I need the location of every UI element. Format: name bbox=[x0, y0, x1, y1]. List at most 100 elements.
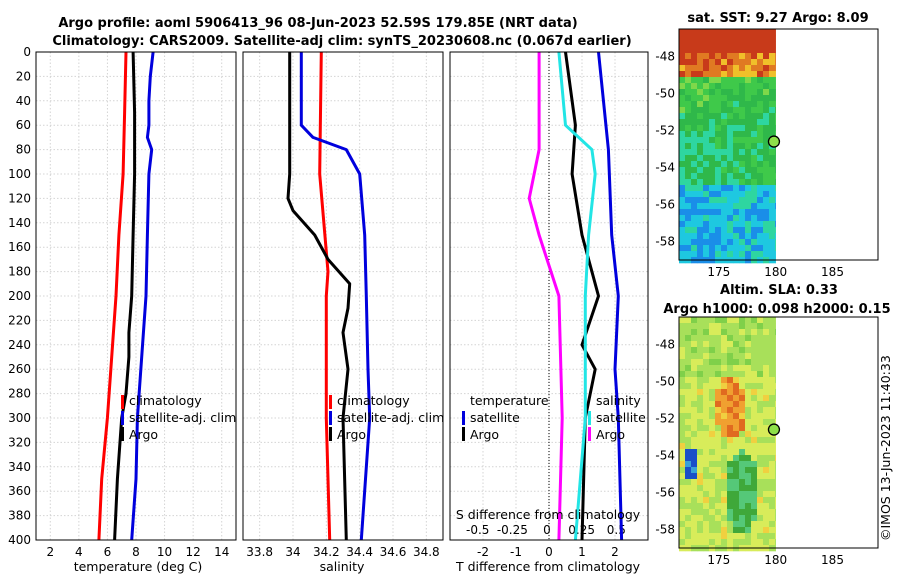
map-cell bbox=[703, 173, 710, 180]
map-cell bbox=[733, 413, 740, 420]
map-cell bbox=[703, 245, 710, 252]
map-cell bbox=[691, 35, 698, 42]
map-cell bbox=[739, 443, 746, 450]
map-cell bbox=[721, 191, 728, 198]
map-cell bbox=[691, 401, 698, 408]
map-cell bbox=[691, 197, 698, 204]
map-cell bbox=[763, 527, 770, 534]
map-cell bbox=[691, 65, 698, 72]
map-cell bbox=[715, 101, 722, 108]
map-cell bbox=[739, 323, 746, 330]
map-cell bbox=[757, 95, 764, 102]
map-cell bbox=[745, 245, 752, 252]
map-cell bbox=[709, 479, 716, 486]
map-cell bbox=[703, 443, 710, 450]
map-cell bbox=[697, 47, 704, 54]
map-cell bbox=[763, 179, 770, 186]
map-cell bbox=[679, 131, 686, 138]
y-tick-label: 320 bbox=[8, 435, 31, 449]
map-cell bbox=[697, 101, 704, 108]
map-cell bbox=[769, 203, 776, 210]
map-y-tick-label: -56 bbox=[655, 198, 675, 212]
map-cell bbox=[751, 389, 758, 396]
map-cell bbox=[757, 479, 764, 486]
map-cell bbox=[775, 245, 776, 252]
map-cell bbox=[715, 185, 722, 192]
map-cell bbox=[745, 215, 752, 222]
map-cell bbox=[733, 209, 740, 216]
map-cell bbox=[691, 221, 698, 228]
map-cell bbox=[745, 167, 752, 174]
map-cell bbox=[733, 35, 740, 42]
map-cell bbox=[775, 473, 776, 480]
map-cell bbox=[727, 239, 734, 246]
map-cell bbox=[685, 95, 692, 102]
map-cell bbox=[715, 359, 722, 366]
map-cell bbox=[733, 521, 740, 528]
map-cell bbox=[757, 335, 764, 342]
map-cell bbox=[763, 53, 770, 60]
map-cell bbox=[763, 521, 770, 528]
y-tick-label: 340 bbox=[8, 460, 31, 474]
map-cell bbox=[709, 59, 716, 66]
map-cell bbox=[739, 245, 746, 252]
legend-label-t-satellite: satellite bbox=[470, 410, 520, 425]
map-cell bbox=[739, 401, 746, 408]
map-cell bbox=[775, 95, 776, 102]
map-cell bbox=[757, 185, 764, 192]
map-cell bbox=[685, 497, 692, 504]
map-cell bbox=[727, 29, 734, 36]
legend-swatch-satellite bbox=[121, 411, 124, 425]
map-cell bbox=[679, 53, 686, 60]
map-cell bbox=[763, 29, 770, 36]
map-cell bbox=[691, 155, 698, 162]
map-cell bbox=[733, 431, 740, 438]
map-cell bbox=[757, 539, 764, 546]
map-cell bbox=[733, 341, 740, 348]
map-cell bbox=[709, 317, 716, 324]
map-cell bbox=[679, 395, 686, 402]
map-cell bbox=[691, 521, 698, 528]
map-cell bbox=[739, 239, 746, 246]
map-cell bbox=[775, 203, 776, 210]
map-cell bbox=[769, 149, 776, 156]
map-cell bbox=[739, 515, 746, 522]
map-cell bbox=[727, 173, 734, 180]
map-cell bbox=[679, 539, 686, 546]
map-cell bbox=[697, 383, 704, 390]
map-cell bbox=[679, 347, 686, 354]
map-cell bbox=[697, 107, 704, 114]
map-cell bbox=[751, 47, 758, 54]
map-cell bbox=[679, 203, 686, 210]
map-cell bbox=[715, 377, 722, 384]
map-cell bbox=[703, 149, 710, 156]
map-cell bbox=[703, 143, 710, 150]
map-cell bbox=[757, 431, 764, 438]
map-cell bbox=[727, 503, 734, 510]
map-cell bbox=[679, 353, 686, 360]
map-cell bbox=[685, 425, 692, 432]
map-cell bbox=[775, 395, 776, 402]
map-cell bbox=[763, 503, 770, 510]
map-cell bbox=[775, 377, 776, 384]
map-cell bbox=[685, 455, 692, 462]
map-cell bbox=[775, 47, 776, 54]
map-y-tick-label: -58 bbox=[655, 523, 675, 537]
map-cell bbox=[679, 197, 686, 204]
map-cell bbox=[757, 83, 764, 90]
map-cell bbox=[727, 461, 734, 468]
map-cell bbox=[721, 209, 728, 216]
map-cell bbox=[775, 233, 776, 240]
map-cell bbox=[733, 455, 740, 462]
map-cell bbox=[721, 77, 728, 84]
map-cell bbox=[697, 377, 704, 384]
map-cell bbox=[751, 29, 758, 36]
map-cell bbox=[763, 167, 770, 174]
map-cell bbox=[697, 161, 704, 168]
map-cell bbox=[763, 431, 770, 438]
map-cell bbox=[775, 329, 776, 336]
map-cell bbox=[721, 425, 728, 432]
map-cell bbox=[685, 467, 692, 474]
map-cell bbox=[739, 317, 746, 324]
map-cell bbox=[715, 137, 722, 144]
